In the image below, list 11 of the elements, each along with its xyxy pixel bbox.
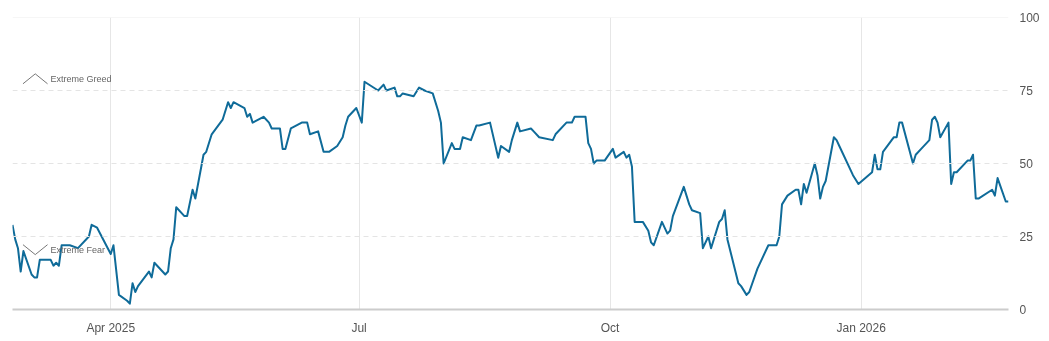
y-tick-label: 50 [1019,157,1034,171]
annotation: Extreme Greed [50,73,112,84]
y-tick-label: 100 [1019,11,1040,25]
x-tick-label: Jan 2026 [836,320,887,335]
line-series [12,80,1009,305]
y-tick-label: 0 [1019,303,1027,317]
y-tick-label: 25 [1019,230,1034,244]
y-tick-label: 75 [1019,84,1034,98]
x-tick-label: Jul [351,320,367,335]
x-tick-label: Oct [600,320,621,335]
x-tick-label: Apr 2025 [86,320,136,335]
